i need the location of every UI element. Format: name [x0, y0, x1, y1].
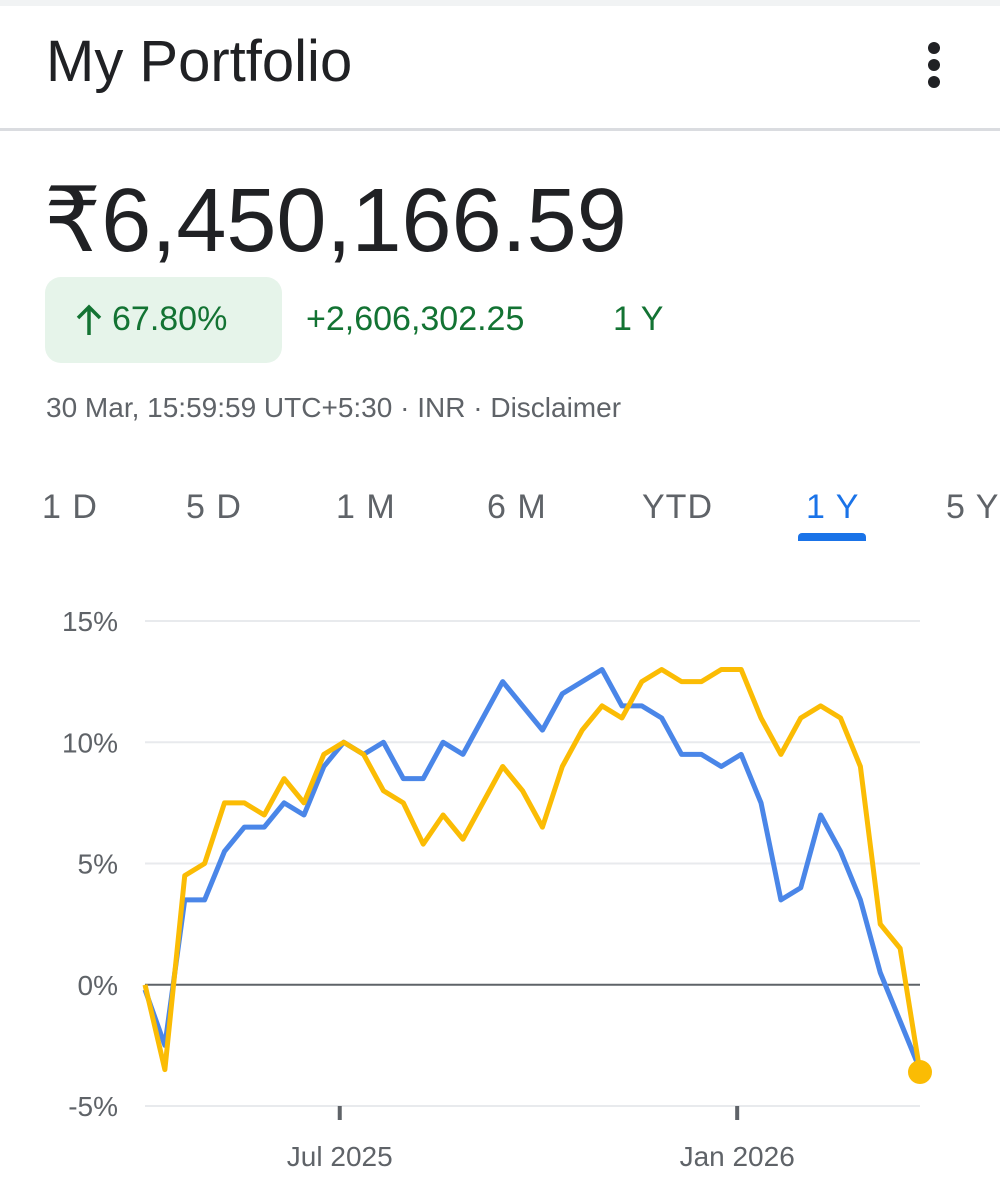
y-tick-label: 5%: [78, 849, 118, 880]
end-point: [908, 1060, 932, 1085]
change-chip: [45, 277, 282, 363]
range-tab[interactable]: 5 Y: [946, 488, 1000, 526]
range-tab[interactable]: 1 D: [42, 488, 98, 526]
status-strip: [0, 0, 1000, 6]
more-menu[interactable]: [920, 40, 948, 90]
series-line: [142, 667, 923, 1071]
y-tick-label: 10%: [62, 727, 118, 758]
change-percent: 67.80%: [112, 300, 228, 338]
x-tick-label: Jan 2026: [680, 1141, 795, 1172]
divider: [0, 128, 1000, 131]
x-tick-label: Jul 2025: [287, 1141, 393, 1172]
range-tab[interactable]: 1 M: [336, 488, 396, 526]
chart: -5% 0% 5% 10% 15% Jul 2025 Jan 2026: [62, 606, 932, 1172]
range-tab[interactable]: 1 Y: [806, 488, 860, 526]
change-period: 1 Y: [613, 300, 664, 338]
selected-indicator: [798, 533, 866, 541]
up-arrow-icon: [76, 304, 102, 335]
change-amount: +2,606,302.25: [306, 300, 525, 338]
currency: INR: [417, 392, 466, 423]
disclaimer-link[interactable]: Disclaimer: [490, 392, 622, 423]
y-tick-label: -5%: [68, 1091, 118, 1122]
y-tick-label: 0%: [78, 970, 118, 1001]
page-title: My Portfolio: [46, 29, 353, 94]
meta-line: 30 Mar, 15:59:59 UTC+5:30 · INR · Discla…: [46, 392, 622, 423]
range-tab[interactable]: 5 D: [186, 488, 242, 526]
range-tab[interactable]: 6 M: [487, 488, 547, 526]
range-tab[interactable]: YTD: [642, 488, 713, 526]
series-line: [142, 667, 923, 1073]
portfolio-value: ₹6,450,166.59: [44, 171, 627, 271]
timestamp: 30 Mar, 15:59:59 UTC+5:30: [46, 392, 393, 423]
y-tick-label: 15%: [62, 606, 118, 637]
